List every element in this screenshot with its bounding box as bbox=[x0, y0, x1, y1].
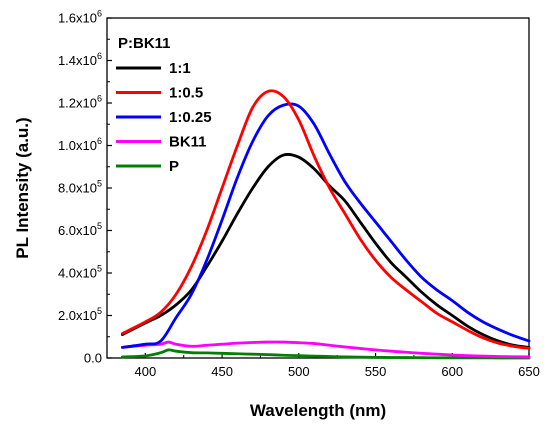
y-tick-label: 8.0x105 bbox=[58, 179, 102, 196]
y-tick-mantissa: 1.6x10 bbox=[58, 11, 97, 26]
series-line-1-0-5 bbox=[120, 89, 531, 350]
y-tick-exponent: 5 bbox=[97, 221, 102, 231]
y-tick-label: 1.2x106 bbox=[58, 94, 102, 111]
x-tick-label: 400 bbox=[135, 364, 157, 379]
x-tick-label: 500 bbox=[288, 364, 310, 379]
series-line-1-0-25 bbox=[120, 102, 531, 349]
y-tick-mantissa: 1.0x10 bbox=[58, 138, 97, 153]
legend: P:BK11 1:1 1:0.5 1:0.25 BK11 P bbox=[116, 35, 212, 175]
series-line-p bbox=[120, 348, 531, 360]
y-tick-exponent: 6 bbox=[97, 9, 102, 19]
y-tick-label: 6.0x105 bbox=[58, 221, 102, 238]
y-tick-exponent: 5 bbox=[97, 306, 102, 316]
legend-label: 1:0.25 bbox=[169, 109, 212, 126]
x-tick-label: 550 bbox=[365, 364, 387, 379]
x-axis-ticks: 400 450 500 550 600 650 bbox=[135, 353, 540, 379]
y-tick-mantissa: 1.4x10 bbox=[58, 53, 97, 68]
y-axis-ticks: 0.02.0x1054.0x1056.0x1058.0x1051.0x1061.… bbox=[58, 9, 112, 366]
y-tick-label: 0.0 bbox=[84, 351, 102, 366]
legend-label: P bbox=[169, 158, 179, 175]
series-line-bk11 bbox=[120, 340, 531, 359]
y-tick-mantissa: 0.0 bbox=[84, 351, 102, 366]
y-tick-exponent: 6 bbox=[97, 136, 102, 146]
x-tick-label: 650 bbox=[518, 364, 540, 379]
y-tick-mantissa: 4.0x10 bbox=[58, 266, 97, 281]
y-tick-exponent: 5 bbox=[97, 179, 102, 189]
x-tick-label: 600 bbox=[441, 364, 463, 379]
y-axis-label: PL Intensity (a.u.) bbox=[13, 117, 32, 258]
y-tick-label: 1.4x106 bbox=[58, 51, 102, 68]
y-tick-label: 4.0x105 bbox=[58, 264, 102, 281]
legend-label: 1:1 bbox=[169, 60, 191, 77]
x-tick-label: 450 bbox=[211, 364, 233, 379]
y-tick-exponent: 6 bbox=[97, 94, 102, 104]
y-tick-mantissa: 6.0x10 bbox=[58, 223, 97, 238]
legend-label: 1:0.5 bbox=[169, 85, 203, 102]
y-tick-mantissa: 2.0x10 bbox=[58, 308, 97, 323]
legend-title: P:BK11 bbox=[118, 35, 171, 52]
legend-items: 1:1 1:0.5 1:0.25 BK11 P bbox=[116, 60, 212, 175]
y-tick-mantissa: 1.2x10 bbox=[58, 96, 97, 111]
x-axis-label: Wavelength (nm) bbox=[250, 401, 386, 420]
legend-label: BK11 bbox=[169, 134, 207, 151]
y-tick-exponent: 5 bbox=[97, 264, 102, 274]
y-tick-label: 1.6x106 bbox=[58, 9, 102, 26]
y-tick-label: 2.0x105 bbox=[58, 306, 102, 323]
series-lines bbox=[120, 89, 531, 360]
y-tick-mantissa: 8.0x10 bbox=[58, 181, 97, 196]
y-tick-label: 1.0x106 bbox=[58, 136, 102, 153]
y-tick-exponent: 6 bbox=[97, 51, 102, 61]
plot-area bbox=[106, 17, 530, 359]
